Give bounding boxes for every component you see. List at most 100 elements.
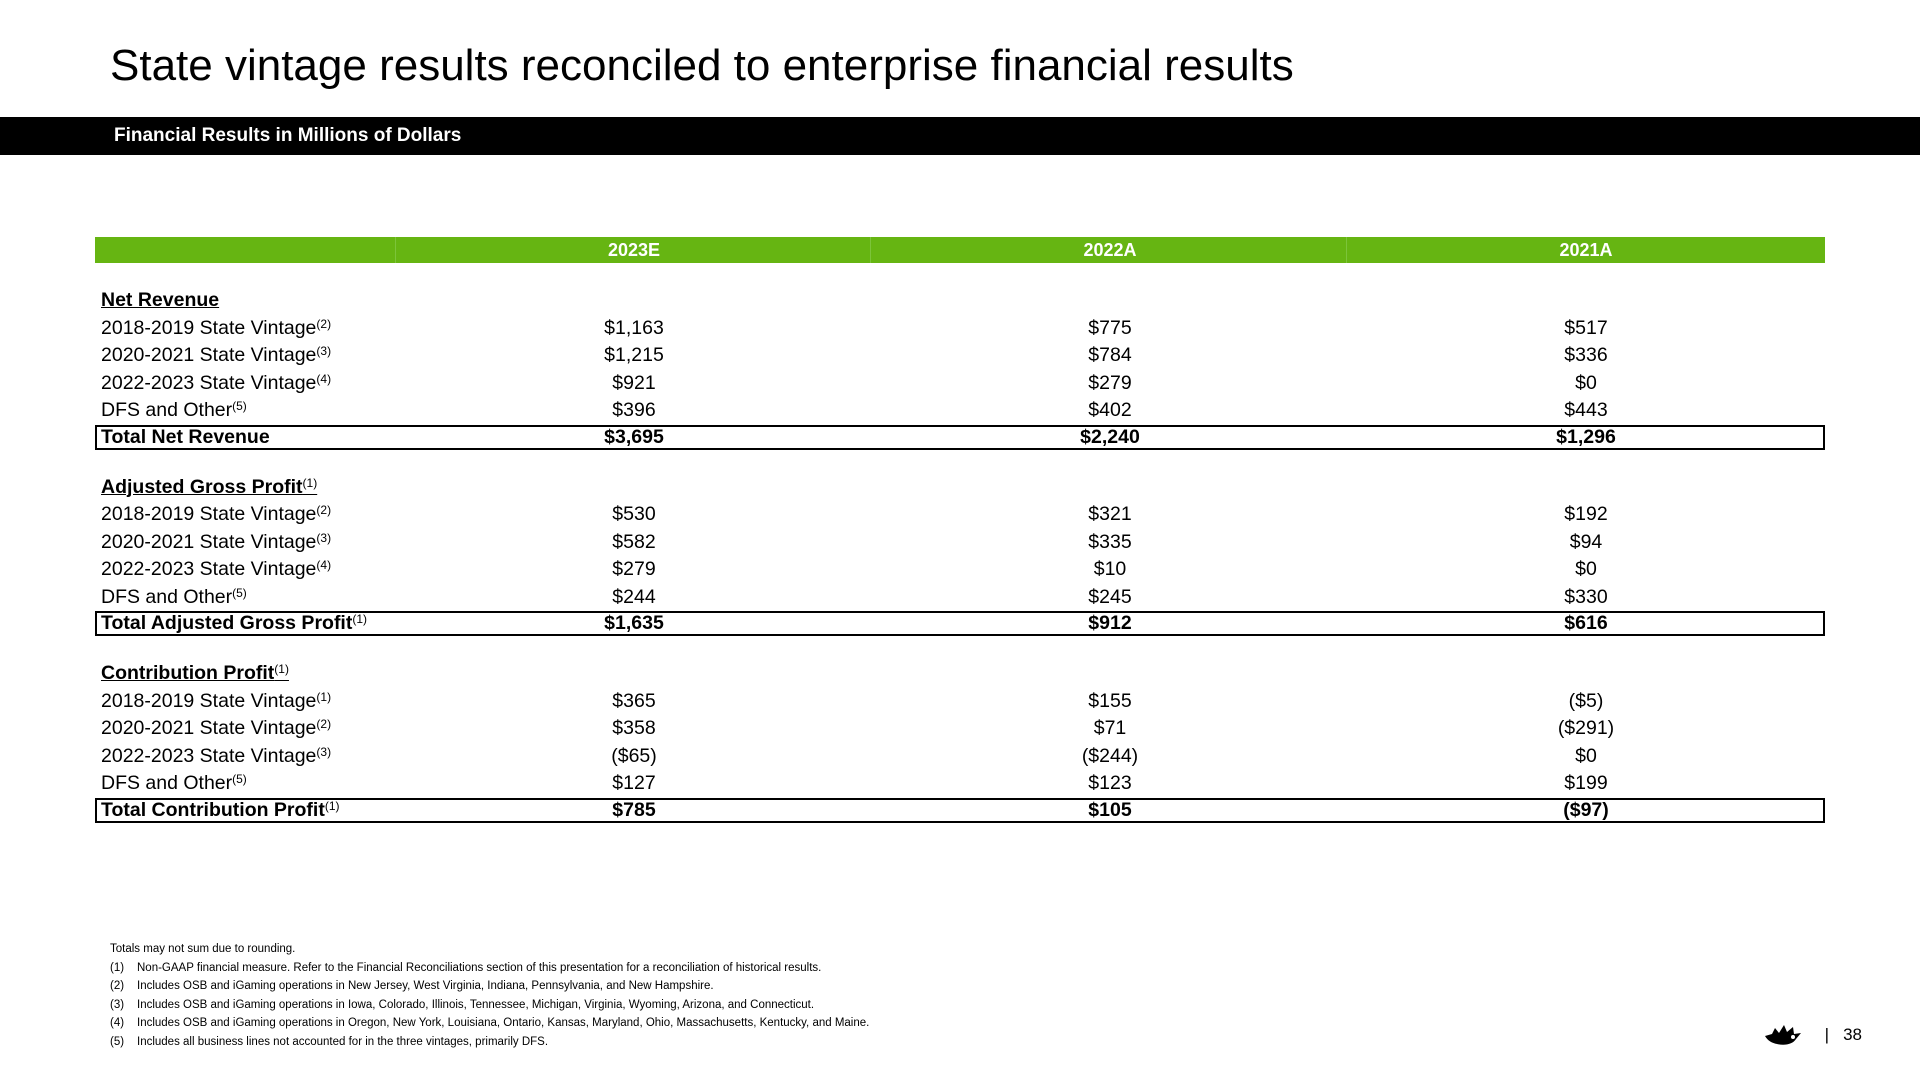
page-title: State vintage results reconciled to ente…: [110, 41, 1294, 90]
cell-value: $321: [1088, 503, 1132, 525]
row-label: 2022-2023 State Vintage: [101, 744, 317, 767]
row-label: 2020-2021 State Vintage: [101, 344, 317, 366]
table-row: DFS and Other(5) $127 $123 $199: [95, 770, 1825, 798]
total-label: Total Contribution Profit: [101, 798, 325, 821]
cell-value: $0: [1575, 744, 1597, 767]
footnote-ref: (1): [352, 612, 368, 626]
financial-table: 2023E 2022A 2021A Net Revenue 2018-2019 …: [95, 237, 1825, 823]
cell-value: $1,215: [604, 344, 664, 366]
header-separator: [395, 237, 396, 263]
cell-value: $396: [612, 399, 656, 421]
cell-value: $71: [1093, 717, 1127, 739]
cell-value: $330: [1564, 585, 1608, 608]
cell-value: $517: [1564, 316, 1608, 339]
footnote-ref: (4): [316, 371, 332, 386]
footnote-ref: (3): [316, 530, 332, 545]
footnote-intro: Totals may not sum due to rounding.: [110, 943, 296, 955]
row-label: DFS and Other: [101, 585, 233, 608]
table-row: 2020-2021 State Vintage(2) $358 $71 ($29…: [95, 715, 1825, 743]
cell-value: $402: [1088, 399, 1132, 421]
footnote-text: Non-GAAP financial measure. Refer to the…: [137, 961, 822, 974]
footnote-item: (1) Non-GAAP financial measure. Refer to …: [110, 959, 869, 978]
footnote-ref: (1): [316, 689, 332, 704]
page-number: 38: [1843, 1025, 1862, 1044]
footnote-number: (3): [110, 998, 125, 1011]
page-footer: | 38: [1763, 1022, 1862, 1048]
cell-value: $94: [1569, 530, 1603, 553]
cell-value: $199: [1564, 772, 1608, 794]
row-label: 2022-2023 State Vintage: [101, 371, 317, 394]
footnote-text: Includes OSB and iGaming operations in I…: [137, 998, 815, 1011]
total-value: $785: [612, 798, 656, 821]
total-label: Total Net Revenue: [101, 425, 270, 448]
cell-value: $582: [612, 530, 656, 553]
footnote-ref: (2): [316, 503, 332, 517]
cell-value: $127: [612, 772, 656, 794]
subtitle-text: Financial Results in Millions of Dollars: [114, 125, 462, 146]
footnote-ref: (1): [324, 798, 340, 813]
table-row: 2022-2023 State Vintage(4) $921 $279 $0: [95, 370, 1825, 398]
crown-logo-icon: [1764, 1025, 1801, 1045]
cell-value: $155: [1088, 689, 1132, 712]
section-heading-row: Net Revenue: [95, 287, 1825, 315]
footnote-text: Includes all business lines not accounte…: [137, 1035, 549, 1048]
footnote-ref: (5): [232, 399, 247, 413]
row-label: DFS and Other: [101, 399, 233, 421]
row-label: 2018-2019 State Vintage: [101, 689, 317, 712]
cell-value: $10: [1093, 558, 1127, 580]
section-net-revenue: Net Revenue 2018-2019 State Vintage(2) $…: [95, 287, 1825, 450]
cell-value: ($244): [1081, 744, 1139, 767]
table-row: 2018-2019 State Vintage(1) $365 $155 ($5…: [95, 688, 1825, 716]
cell-value: $775: [1088, 316, 1132, 339]
total-value: $3,695: [604, 425, 664, 448]
header-separator: [1346, 237, 1347, 263]
table-row: DFS and Other(5) $396 $402 $443: [95, 397, 1825, 425]
section-heading-row: Contribution Profit(1): [95, 660, 1825, 688]
section-heading-row: Adjusted Gross Profit(1): [95, 474, 1825, 502]
total-value: $105: [1088, 798, 1132, 821]
cell-value: $784: [1088, 344, 1132, 366]
cell-value: $0: [1575, 558, 1597, 580]
cell-value: $921: [612, 371, 656, 394]
table-row: 2018-2019 State Vintage(2) $530 $321 $19…: [95, 501, 1825, 529]
section-heading: Net Revenue: [101, 289, 220, 311]
header-separator: [870, 237, 871, 263]
cell-value: $443: [1564, 399, 1608, 421]
footnote-text: Includes OSB and iGaming operations in O…: [137, 1017, 870, 1029]
table-row: 2022-2023 State Vintage(4) $279 $10 $0: [95, 556, 1825, 584]
footnote-item: (3) Includes OSB and iGaming operations i…: [110, 996, 869, 1015]
footnote-ref: (1): [302, 475, 318, 490]
cell-value: $244: [612, 585, 656, 608]
row-label: 2018-2019 State Vintage: [101, 316, 317, 339]
row-label: 2020-2021 State Vintage: [101, 530, 317, 553]
total-row: Total Net Revenue $3,695 $2,240 $1,296: [95, 424, 1825, 450]
footnote-ref: (4): [316, 558, 332, 572]
table-row: 2022-2023 State Vintage(3) ($65) ($244) …: [95, 743, 1825, 771]
cell-value: $530: [612, 503, 656, 525]
cell-value: $245: [1088, 585, 1132, 608]
footnote-item: (4) Includes OSB and iGaming operations i…: [110, 1014, 869, 1033]
table-row: DFS and Other(5) $244 $245 $330: [95, 584, 1825, 612]
section-adjusted-gross-profit: Adjusted Gross Profit(1) 2018-2019 State…: [95, 474, 1825, 636]
cell-value: ($5): [1568, 689, 1604, 712]
cell-value: $279: [1088, 371, 1132, 394]
total-value: $616: [1564, 612, 1608, 634]
table-row: 2018-2019 State Vintage(2) $1,163 $775 $…: [95, 315, 1825, 343]
table-header-row: 2023E 2022A 2021A: [95, 237, 1825, 263]
footnotes: Totals may not sum due to rounding. (1) N…: [110, 940, 869, 1051]
table-row: 2020-2021 State Vintage(3) $582 $335 $94: [95, 529, 1825, 557]
cell-value: $358: [612, 717, 656, 739]
column-header-2021a: 2021A: [1559, 240, 1613, 260]
cell-value: $335: [1088, 530, 1132, 553]
section-heading: Contribution Profit: [101, 662, 275, 684]
cell-value: $0: [1575, 371, 1597, 394]
footnote-number: (2): [110, 980, 125, 992]
cell-value: $192: [1564, 503, 1608, 525]
footnote-number: (5): [110, 1035, 125, 1048]
cell-value: ($291): [1557, 717, 1615, 739]
cell-value: $336: [1564, 344, 1608, 366]
total-label: Total Adjusted Gross Profit: [101, 612, 353, 634]
total-value: $912: [1088, 612, 1132, 634]
cell-value: $1,163: [604, 316, 664, 339]
cell-value: $365: [612, 689, 656, 712]
